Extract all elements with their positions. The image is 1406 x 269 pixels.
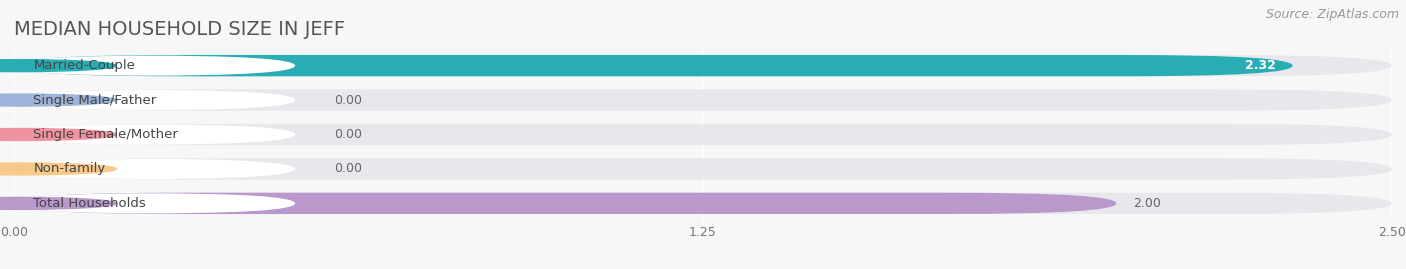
FancyBboxPatch shape: [8, 193, 295, 214]
Text: 0.00: 0.00: [333, 94, 361, 107]
Text: Total Households: Total Households: [34, 197, 146, 210]
Text: 2.00: 2.00: [1133, 197, 1161, 210]
FancyBboxPatch shape: [14, 193, 1116, 214]
Circle shape: [0, 60, 117, 72]
Text: MEDIAN HOUSEHOLD SIZE IN JEFF: MEDIAN HOUSEHOLD SIZE IN JEFF: [14, 20, 346, 38]
Text: 2.32: 2.32: [1246, 59, 1277, 72]
FancyBboxPatch shape: [14, 55, 1292, 76]
Circle shape: [0, 129, 117, 140]
Text: Married-Couple: Married-Couple: [34, 59, 135, 72]
FancyBboxPatch shape: [8, 124, 295, 145]
FancyBboxPatch shape: [8, 159, 295, 179]
FancyBboxPatch shape: [8, 90, 295, 110]
Text: Non-family: Non-family: [34, 162, 105, 175]
FancyBboxPatch shape: [14, 158, 1392, 180]
Circle shape: [0, 197, 117, 209]
FancyBboxPatch shape: [14, 124, 1392, 145]
FancyBboxPatch shape: [14, 55, 1392, 76]
Text: Source: ZipAtlas.com: Source: ZipAtlas.com: [1265, 8, 1399, 21]
FancyBboxPatch shape: [14, 89, 1392, 111]
Text: 0.00: 0.00: [333, 128, 361, 141]
Text: Single Female/Mother: Single Female/Mother: [34, 128, 179, 141]
Text: 0.00: 0.00: [333, 162, 361, 175]
FancyBboxPatch shape: [14, 193, 1392, 214]
FancyBboxPatch shape: [8, 55, 295, 76]
Circle shape: [0, 163, 117, 175]
Text: Single Male/Father: Single Male/Father: [34, 94, 156, 107]
Circle shape: [0, 94, 117, 106]
